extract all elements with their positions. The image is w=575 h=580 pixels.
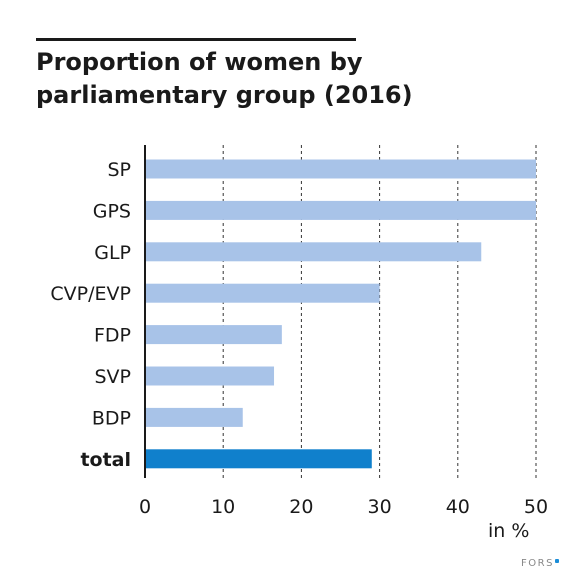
chart-title-line-1: Proportion of women by [36,48,363,76]
bar-sp [145,159,536,179]
bar-total [145,449,372,469]
x-tick-label-40: 40 [446,496,470,518]
bar-glp [145,242,482,262]
category-label-glp: GLP [94,242,131,264]
bar-fdp [145,325,282,345]
bars [145,159,536,469]
tick-labels: 0 10 20 30 40 50 [139,496,548,518]
brand-dot-icon [554,559,559,563]
bar-svp [145,366,275,386]
category-label-fdp: FDP [94,325,131,347]
category-label-cvp-evp: CVP/EVP [50,283,131,305]
category-labels: SP GPS GLP CVP/EVP FDP SVP BDP total [50,159,131,471]
x-tick-label-30: 30 [368,496,392,518]
bar-bdp [145,407,243,427]
bar-cvp-evp [145,283,380,303]
x-tick-label-0: 0 [139,496,151,518]
x-tick-label-10: 10 [211,496,235,518]
brand-text: FORS [521,558,554,569]
category-label-gps: GPS [93,200,131,222]
category-label-svp: SVP [94,366,131,388]
gridlines [222,145,537,478]
category-label-total: total [80,449,131,471]
bar-gps [145,200,536,220]
x-tick-label-50: 50 [524,496,548,518]
chart-title-line-2: parliamentary group (2016) [36,81,413,109]
x-tick-label-20: 20 [289,496,313,518]
chart-title: Proportion of women by parliamentary gro… [36,46,536,112]
category-label-bdp: BDP [92,407,131,429]
brand-logo: FORS [521,558,559,569]
x-axis-unit-label: in % [488,520,530,542]
title-rule [36,38,356,41]
category-label-sp: SP [107,159,131,181]
